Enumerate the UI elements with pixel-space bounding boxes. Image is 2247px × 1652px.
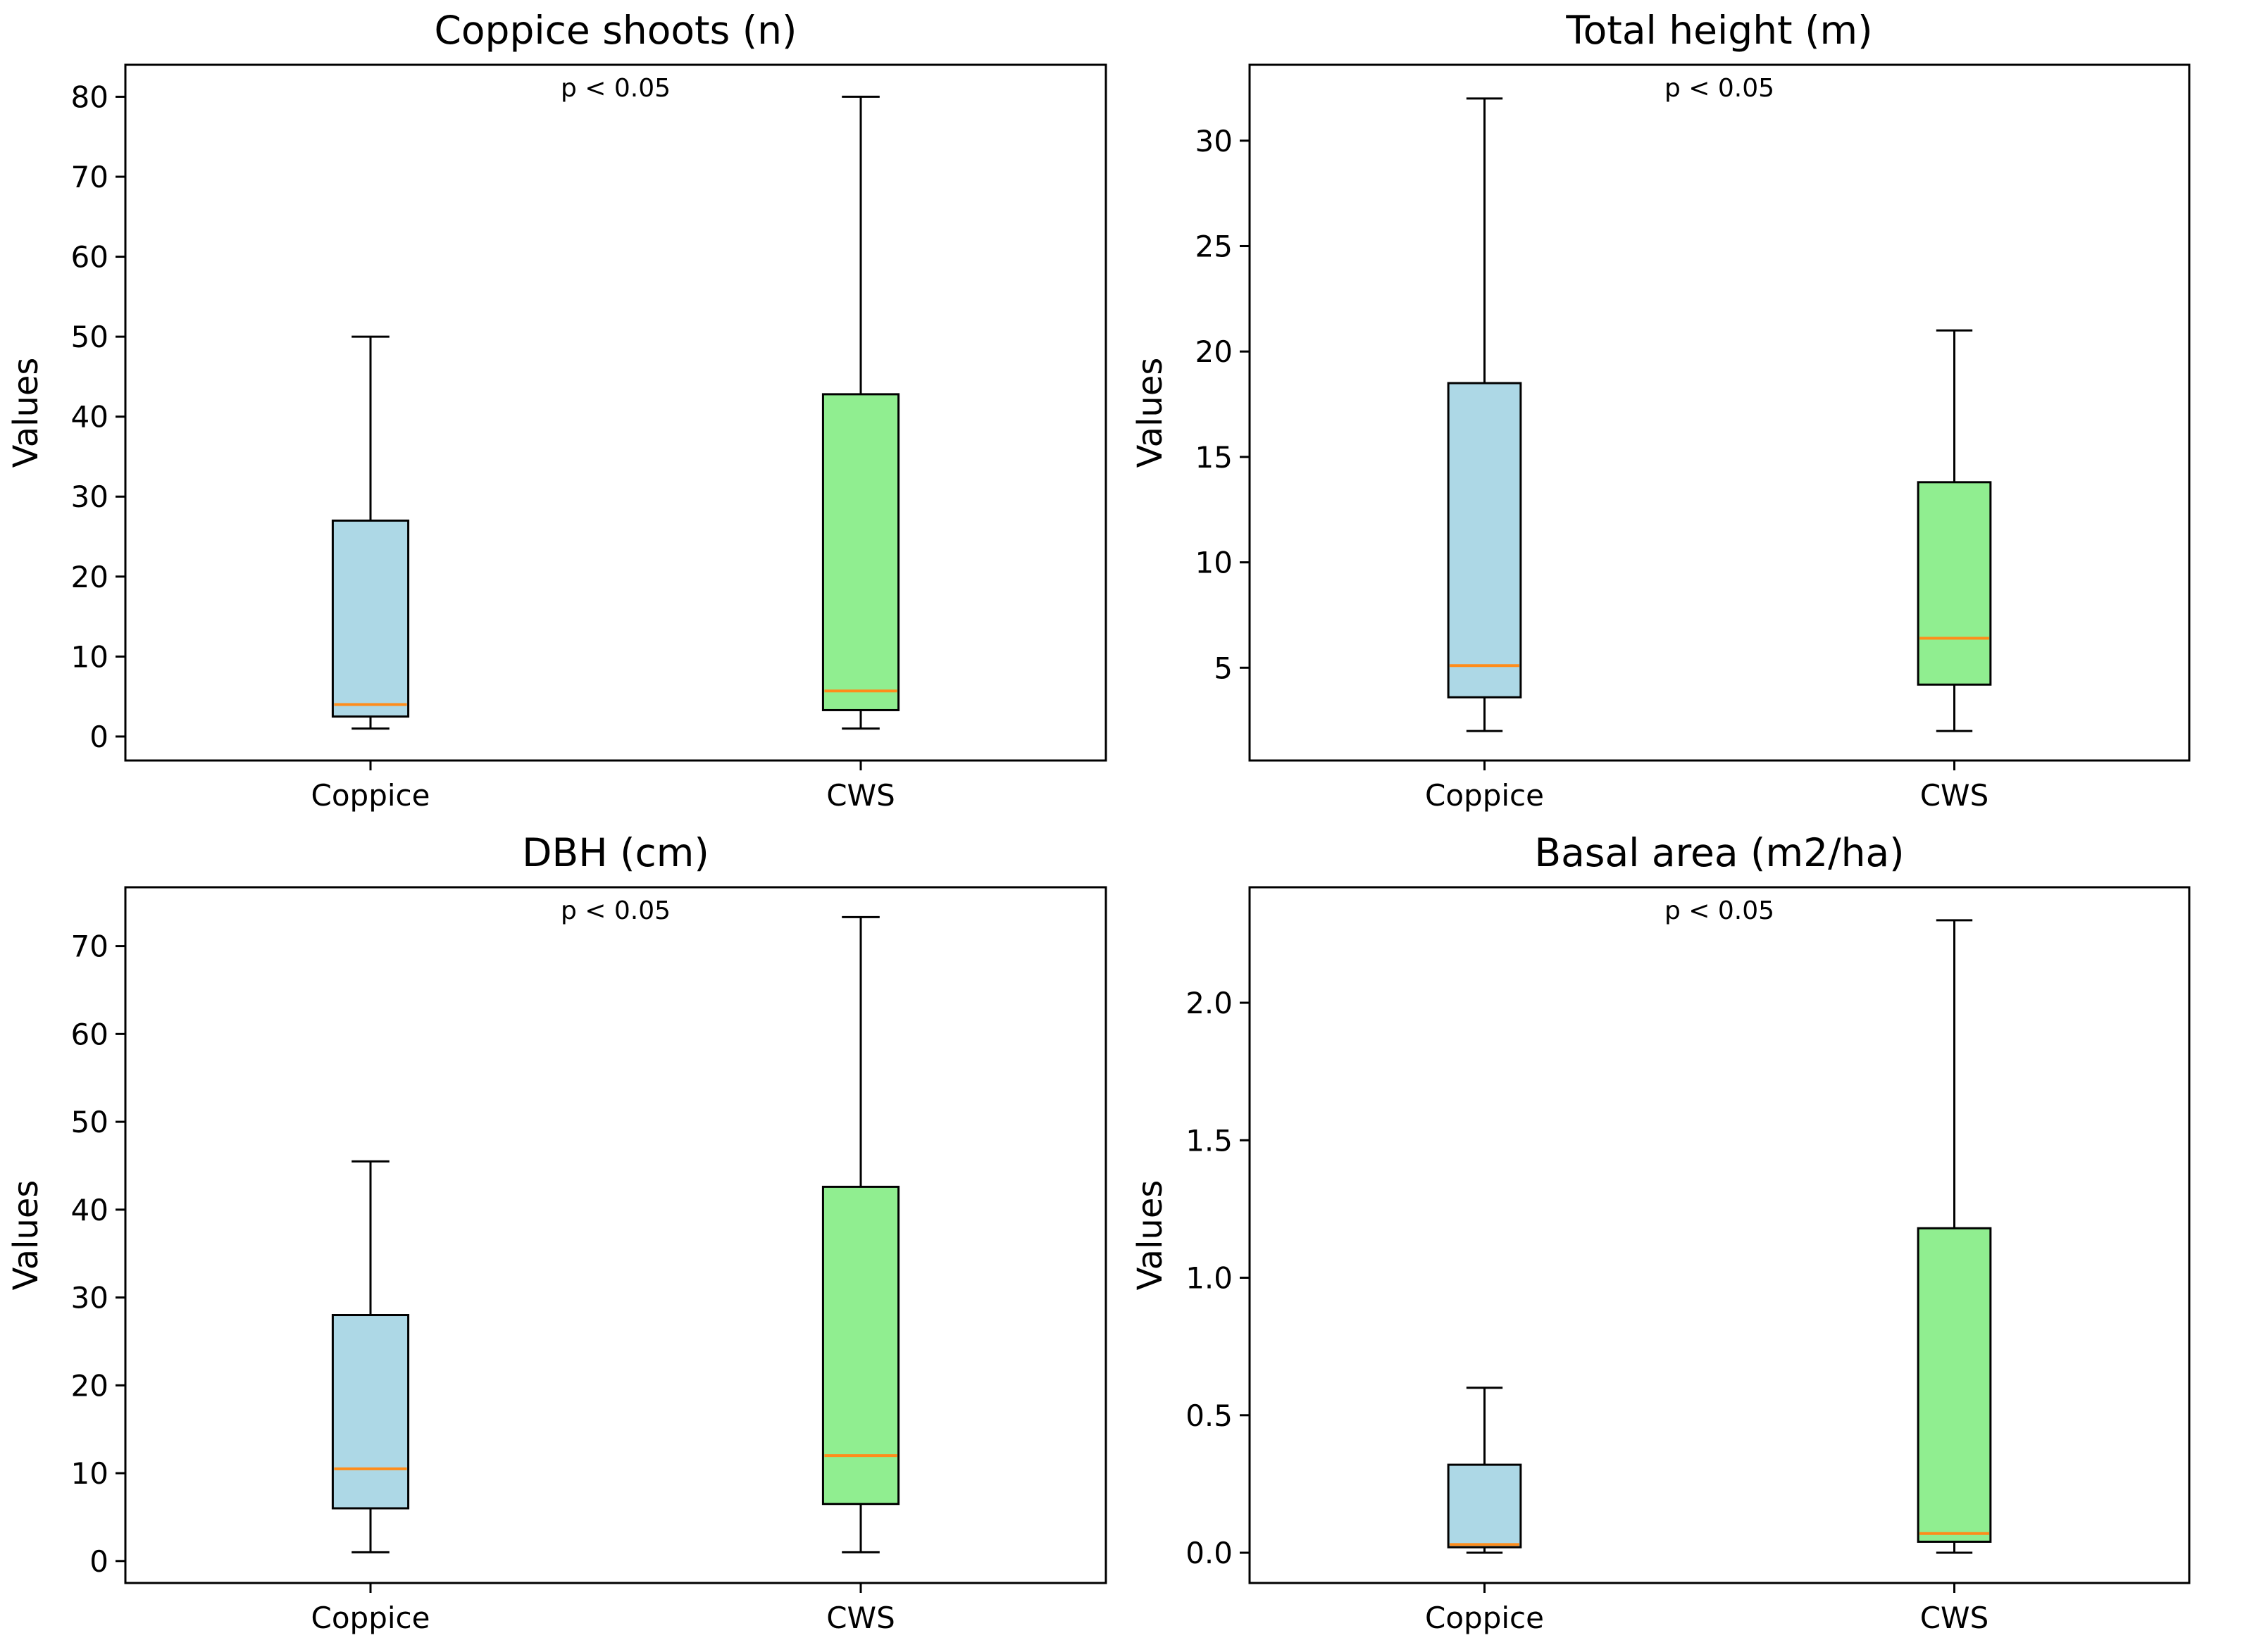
- y-axis-label: Values: [6, 358, 46, 468]
- y-tick-label: 70: [71, 930, 108, 964]
- y-axis-label: Values: [1131, 1180, 1170, 1291]
- y-tick-label: 5: [1214, 651, 1233, 685]
- p-value-annotation: p < 0.05: [1664, 74, 1774, 103]
- chart-panel-1: Coppice shoots (n) p < 0.05 Values 0 10 20 30 4…: [6, 8, 1107, 813]
- y-tick-label: 15: [1195, 440, 1233, 475]
- y-tick-label: 80: [71, 80, 108, 114]
- y-tick-label: 30: [1195, 124, 1233, 158]
- x-tick-label: Coppice: [311, 1601, 430, 1635]
- y-tick-label: 40: [71, 1193, 108, 1227]
- y-tick-label: 50: [71, 320, 108, 354]
- plot-area-frame: [1248, 886, 2191, 1584]
- chart-title: Total height (m): [1565, 8, 1872, 53]
- y-tick-label: 20: [71, 1368, 108, 1403]
- plot-area-frame: [124, 886, 1107, 1584]
- y-tick-label: 30: [71, 1281, 108, 1315]
- y-tick-label: 40: [71, 400, 108, 434]
- box-coppice: [331, 335, 410, 730]
- y-tick-label: 0.5: [1185, 1398, 1233, 1433]
- box-cws: [1917, 919, 1992, 1554]
- x-tick-label: CWS: [1920, 1601, 1989, 1635]
- y-tick-label: 1.5: [1185, 1123, 1233, 1158]
- y-axis-label: Values: [1131, 358, 1170, 468]
- plot-area-frame: [1248, 63, 2191, 762]
- x-tick-label: CWS: [1920, 778, 1989, 813]
- y-tick-label: 25: [1195, 229, 1233, 263]
- y-tick-label: 0.0: [1185, 1536, 1233, 1570]
- box-cws: [821, 915, 900, 1553]
- y-tick-label: 20: [1195, 334, 1233, 369]
- plot-area-frame: [124, 63, 1107, 762]
- y-tick-label: 50: [71, 1105, 108, 1139]
- chart-title: Basal area (m2/ha): [1534, 830, 1904, 875]
- iqr-box: [1917, 481, 1992, 686]
- iqr-box: [1447, 382, 1522, 699]
- x-tick-label: Coppice: [311, 778, 430, 813]
- x-tick-label: Coppice: [1425, 1601, 1544, 1635]
- y-tick-label: 60: [71, 240, 108, 275]
- y-tick-label: 10: [1195, 546, 1233, 580]
- box-coppice: [1447, 1387, 1522, 1554]
- iqr-box: [331, 1314, 410, 1510]
- iqr-box: [1917, 1227, 1992, 1543]
- y-tick-label: 0: [89, 720, 108, 754]
- iqr-box: [821, 1185, 900, 1506]
- y-tick-label: 30: [71, 480, 108, 514]
- x-tick-label: CWS: [826, 1601, 895, 1635]
- chart-panel-4: Basal area (m2/ha) p < 0.05 Values 0.0 0.5 1.…: [1131, 830, 2191, 1635]
- x-tick-label: Coppice: [1425, 778, 1544, 813]
- y-tick-label: 10: [71, 1456, 108, 1491]
- y-tick-label: 70: [71, 160, 108, 194]
- iqr-box: [821, 393, 900, 711]
- box-cws: [821, 95, 900, 730]
- box-coppice: [1447, 97, 1522, 732]
- p-value-annotation: p < 0.05: [561, 74, 671, 103]
- p-value-annotation: p < 0.05: [561, 896, 671, 925]
- box-coppice: [331, 1160, 410, 1553]
- y-axis-label: Values: [6, 1180, 46, 1291]
- y-tick-label: 2.0: [1185, 986, 1233, 1020]
- y-tick-label: 10: [71, 639, 108, 674]
- p-value-annotation: p < 0.05: [1664, 896, 1774, 925]
- chart-title: DBH (cm): [522, 830, 709, 875]
- x-tick-label: CWS: [826, 778, 895, 813]
- chart-title: Coppice shoots (n): [434, 8, 797, 53]
- iqr-box: [1447, 1463, 1522, 1548]
- y-tick-label: 1.0: [1185, 1261, 1233, 1296]
- y-tick-label: 60: [71, 1017, 108, 1051]
- chart-panel-2: Total height (m) p < 0.05 Values 5 10 15 20 25 3…: [1131, 8, 2191, 813]
- box-cws: [1917, 329, 1992, 732]
- chart-panel-3: DBH (cm) p < 0.05 Values 0 10 20 30 40 50 60 70 Cop…: [6, 830, 1107, 1635]
- y-tick-label: 20: [71, 560, 108, 594]
- iqr-box: [331, 519, 410, 718]
- y-tick-label: 0: [89, 1544, 108, 1579]
